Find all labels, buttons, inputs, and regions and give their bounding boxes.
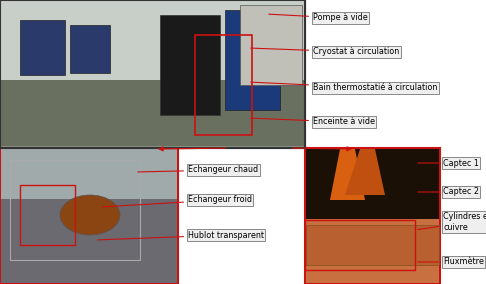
Text: Fluxmètre: Fluxmètre	[418, 258, 484, 266]
Bar	[0, 0, 305, 148]
Bar	[225, 10, 280, 110]
Bar	[1, 199, 177, 283]
Bar	[306, 149, 439, 219]
Bar	[0, 148, 178, 284]
Bar	[306, 225, 439, 265]
Text: Pompe à vide: Pompe à vide	[269, 14, 368, 22]
Text: Hublot transparent: Hublot transparent	[98, 231, 264, 240]
Ellipse shape	[60, 195, 120, 235]
Bar	[20, 20, 65, 75]
Bar	[305, 220, 415, 270]
Bar	[1, 1, 304, 81]
Text: Echangeur chaud: Echangeur chaud	[138, 166, 258, 174]
Text: Cylindres en
cuivre: Cylindres en cuivre	[418, 212, 486, 232]
Text: Cryostat à circulation: Cryostat à circulation	[251, 47, 399, 57]
Bar	[20, 185, 75, 245]
Bar	[10, 160, 140, 260]
Text: Captec 2: Captec 2	[418, 187, 479, 197]
Bar	[305, 148, 440, 284]
Bar	[1, 80, 304, 146]
Text: Echangeur froid: Echangeur froid	[103, 195, 252, 207]
Bar	[240, 5, 302, 85]
Bar	[195, 35, 252, 135]
Bar	[0, 0, 305, 148]
Polygon shape	[345, 149, 385, 195]
Polygon shape	[330, 149, 365, 200]
Text: Enceinte à vide: Enceinte à vide	[251, 118, 375, 126]
Text: Captec 1: Captec 1	[418, 158, 479, 168]
Bar	[306, 219, 439, 283]
Text: Bain thermostatié à circulation: Bain thermostatié à circulation	[251, 82, 437, 93]
Bar	[160, 15, 220, 115]
Bar	[1, 149, 177, 199]
Bar	[70, 25, 110, 73]
